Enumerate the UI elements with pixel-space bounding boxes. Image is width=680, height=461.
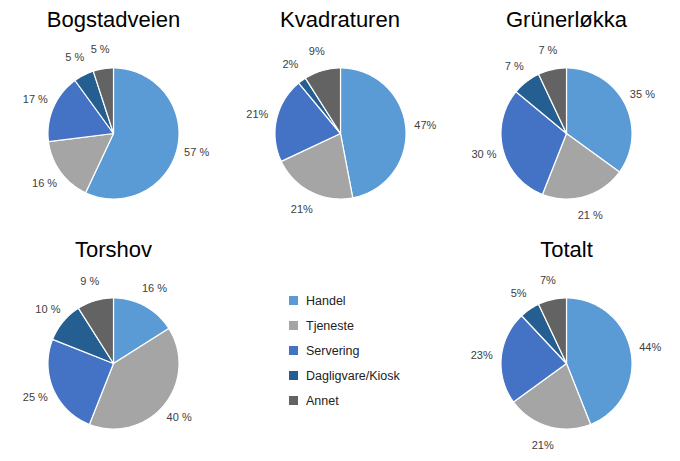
html-text:Tjeneste: Tjeneste [306, 318, 354, 333]
svg-text:7 %: 7 % [505, 60, 524, 72]
svg-text:16 %: 16 % [142, 282, 167, 294]
svg-text:5 %: 5 % [91, 43, 110, 55]
svg-text:9 %: 9 % [80, 275, 99, 287]
html-text:Servering: Servering [306, 343, 360, 358]
html-text:Annet: Annet [306, 393, 339, 408]
html-text:Handel: Handel [306, 293, 346, 308]
svg-text:21 %: 21 % [578, 209, 603, 221]
svg-text:23%: 23% [471, 349, 493, 361]
svg-text:21%: 21% [532, 439, 554, 451]
svg-text:7%: 7% [540, 274, 556, 286]
svg-text:2%: 2% [282, 58, 298, 70]
html-text:Torshov: Torshov [75, 237, 152, 262]
html-text:Totalt: Totalt [540, 237, 593, 262]
svg-text:47%: 47% [414, 119, 436, 131]
svg-text:21%: 21% [246, 108, 268, 120]
svg-text:9%: 9% [309, 45, 325, 57]
svg-text:21%: 21% [291, 203, 313, 215]
svg-text:35 %: 35 % [630, 88, 655, 100]
svg-text:57 %: 57 % [184, 146, 209, 158]
html-text:Grünerløkka: Grünerløkka [506, 7, 627, 32]
svg-text:25 %: 25 % [23, 391, 48, 403]
svg-text:17 %: 17 % [23, 93, 48, 105]
svg-text:7 %: 7 % [538, 44, 557, 56]
svg-text:5%: 5% [511, 287, 527, 299]
html-text:Bogstadveien: Bogstadveien [46, 7, 181, 32]
html-text:Dagligvare/Kiosk: Dagligvare/Kiosk [306, 368, 400, 383]
svg-text:5 %: 5 % [65, 51, 84, 63]
svg-text:44%: 44% [639, 341, 661, 353]
svg-text:16 %: 16 % [32, 177, 57, 189]
svg-text:40 %: 40 % [167, 411, 192, 423]
svg-text:10 %: 10 % [35, 303, 60, 315]
html-text:Kvadraturen: Kvadraturen [280, 7, 400, 32]
svg-text:30 %: 30 % [471, 148, 496, 160]
